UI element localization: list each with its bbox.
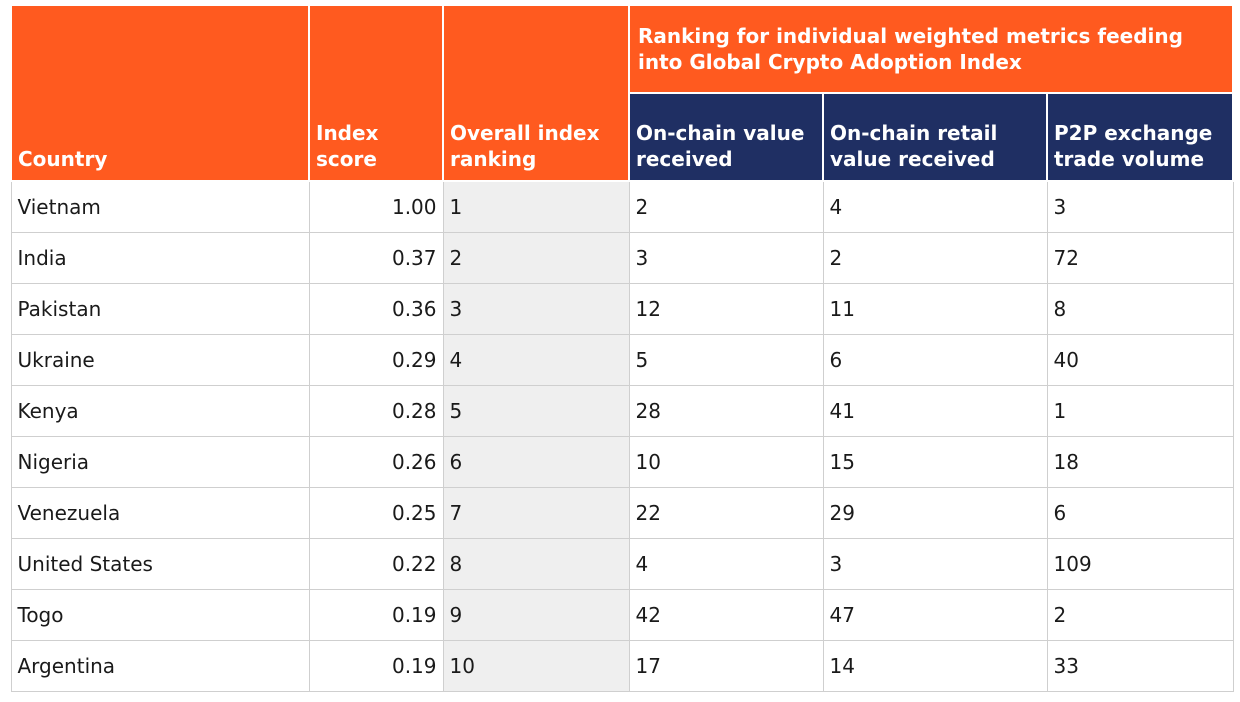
cell-overall-rank: 7 bbox=[442, 487, 630, 539]
cell-overall-rank: 2 bbox=[442, 232, 630, 284]
crypto-adoption-table-container: Country Index score Overall index rankin… bbox=[10, 4, 1234, 692]
table-row: Togo 0.19 9 42 47 2 bbox=[10, 589, 1234, 641]
cell-index-score: 0.29 bbox=[308, 334, 444, 386]
header-country: Country bbox=[10, 4, 310, 182]
cell-p2p-volume: 2 bbox=[1046, 589, 1234, 641]
cell-index-score: 0.26 bbox=[308, 436, 444, 488]
header-p2p-volume: P2P exchange trade volume bbox=[1046, 92, 1234, 182]
cell-onchain-retail-value: 47 bbox=[822, 589, 1048, 641]
table-row: Kenya 0.28 5 28 41 1 bbox=[10, 385, 1234, 437]
cell-p2p-volume: 40 bbox=[1046, 334, 1234, 386]
cell-onchain-retail-value: 6 bbox=[822, 334, 1048, 386]
cell-onchain-value: 28 bbox=[628, 385, 824, 437]
header-onchain-retail-value: On-chain retail value received bbox=[822, 92, 1048, 182]
cell-index-score: 0.22 bbox=[308, 538, 444, 590]
header-metrics-group: Ranking for individual weighted metrics … bbox=[628, 4, 1234, 94]
cell-p2p-volume: 18 bbox=[1046, 436, 1234, 488]
cell-country: Venezuela bbox=[10, 487, 310, 539]
cell-country: India bbox=[10, 232, 310, 284]
cell-p2p-volume: 1 bbox=[1046, 385, 1234, 437]
cell-onchain-retail-value: 41 bbox=[822, 385, 1048, 437]
cell-onchain-value: 42 bbox=[628, 589, 824, 641]
cell-p2p-volume: 6 bbox=[1046, 487, 1234, 539]
cell-country: Togo bbox=[10, 589, 310, 641]
cell-country: Vietnam bbox=[10, 180, 310, 233]
cell-onchain-value: 3 bbox=[628, 232, 824, 284]
cell-overall-rank: 3 bbox=[442, 283, 630, 335]
table-row: United States 0.22 8 4 3 109 bbox=[10, 538, 1234, 590]
cell-overall-rank: 1 bbox=[442, 180, 630, 233]
cell-index-score: 0.37 bbox=[308, 232, 444, 284]
cell-onchain-value: 12 bbox=[628, 283, 824, 335]
cell-p2p-volume: 109 bbox=[1046, 538, 1234, 590]
cell-onchain-retail-value: 29 bbox=[822, 487, 1048, 539]
cell-p2p-volume: 8 bbox=[1046, 283, 1234, 335]
cell-onchain-value: 2 bbox=[628, 180, 824, 233]
cell-p2p-volume: 3 bbox=[1046, 180, 1234, 233]
crypto-adoption-table: Country Index score Overall index rankin… bbox=[10, 4, 1234, 692]
cell-country: Argentina bbox=[10, 640, 310, 692]
cell-onchain-value: 22 bbox=[628, 487, 824, 539]
table-row: Venezuela 0.25 7 22 29 6 bbox=[10, 487, 1234, 539]
cell-index-score: 0.19 bbox=[308, 640, 444, 692]
header-index-score: Index score bbox=[308, 4, 444, 182]
header-overall-ranking: Overall index ranking bbox=[442, 4, 630, 182]
cell-country: United States bbox=[10, 538, 310, 590]
cell-overall-rank: 6 bbox=[442, 436, 630, 488]
cell-index-score: 0.25 bbox=[308, 487, 444, 539]
cell-overall-rank: 5 bbox=[442, 385, 630, 437]
table-row: Pakistan 0.36 3 12 11 8 bbox=[10, 283, 1234, 335]
cell-onchain-value: 4 bbox=[628, 538, 824, 590]
table-header: Country Index score Overall index rankin… bbox=[10, 4, 1234, 182]
cell-country: Kenya bbox=[10, 385, 310, 437]
cell-onchain-retail-value: 4 bbox=[822, 180, 1048, 233]
cell-overall-rank: 10 bbox=[442, 640, 630, 692]
cell-overall-rank: 4 bbox=[442, 334, 630, 386]
cell-index-score: 1.00 bbox=[308, 180, 444, 233]
table-row: Argentina 0.19 10 17 14 33 bbox=[10, 640, 1234, 692]
cell-p2p-volume: 72 bbox=[1046, 232, 1234, 284]
cell-onchain-value: 10 bbox=[628, 436, 824, 488]
cell-onchain-retail-value: 2 bbox=[822, 232, 1048, 284]
header-row-bottom: On-chain value received On-chain retail … bbox=[11, 92, 1234, 182]
cell-index-score: 0.36 bbox=[308, 283, 444, 335]
cell-country: Nigeria bbox=[10, 436, 310, 488]
cell-overall-rank: 8 bbox=[442, 538, 630, 590]
table-row: India 0.37 2 3 2 72 bbox=[10, 232, 1234, 284]
cell-onchain-retail-value: 3 bbox=[822, 538, 1048, 590]
table-row: Nigeria 0.26 6 10 15 18 bbox=[10, 436, 1234, 488]
table-body: Vietnam 1.00 1 2 4 3 India 0.37 2 3 2 72… bbox=[10, 180, 1234, 692]
cell-index-score: 0.19 bbox=[308, 589, 444, 641]
table-row: Ukraine 0.29 4 5 6 40 bbox=[10, 334, 1234, 386]
header-onchain-value: On-chain value received bbox=[628, 92, 824, 182]
cell-overall-rank: 9 bbox=[442, 589, 630, 641]
table-row: Vietnam 1.00 1 2 4 3 bbox=[10, 180, 1234, 233]
cell-onchain-retail-value: 14 bbox=[822, 640, 1048, 692]
header-row-top: Country Index score Overall index rankin… bbox=[10, 4, 1234, 182]
cell-onchain-value: 17 bbox=[628, 640, 824, 692]
cell-onchain-value: 5 bbox=[628, 334, 824, 386]
cell-country: Pakistan bbox=[10, 283, 310, 335]
cell-p2p-volume: 33 bbox=[1046, 640, 1234, 692]
cell-onchain-retail-value: 11 bbox=[822, 283, 1048, 335]
cell-country: Ukraine bbox=[10, 334, 310, 386]
cell-index-score: 0.28 bbox=[308, 385, 444, 437]
cell-onchain-retail-value: 15 bbox=[822, 436, 1048, 488]
